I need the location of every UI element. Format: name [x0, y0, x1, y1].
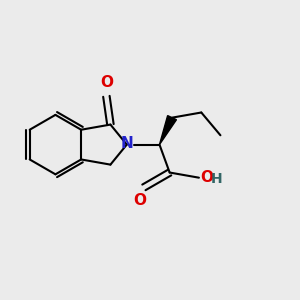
Text: O: O [200, 169, 213, 184]
Polygon shape [160, 116, 176, 145]
Text: N: N [120, 136, 133, 151]
Text: O: O [134, 193, 146, 208]
Text: O: O [100, 75, 113, 90]
Text: H: H [210, 172, 222, 186]
